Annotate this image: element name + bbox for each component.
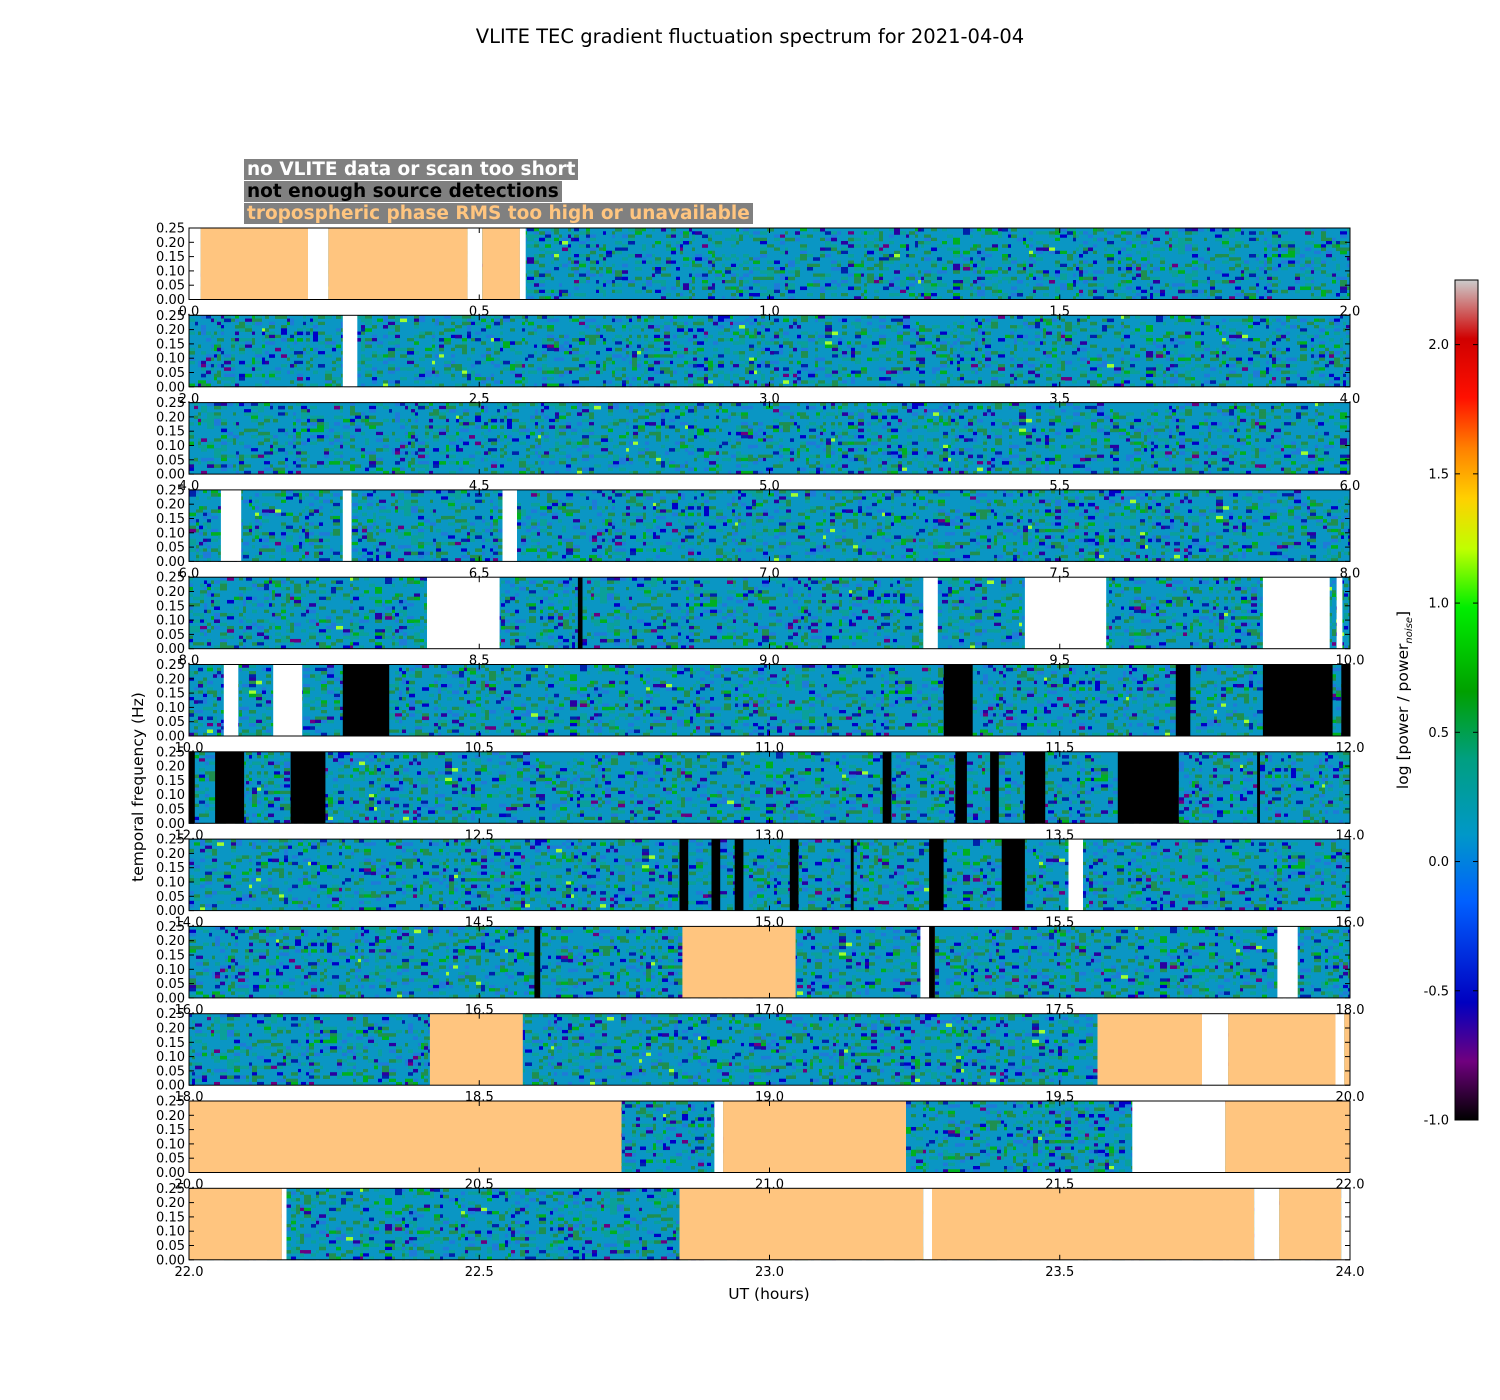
chart-title: VLITE TEC gradient fluctuation spectrum … bbox=[476, 25, 1024, 48]
spectrum-panel: 0.000.050.100.150.200.250.0 0.5 1.0 1.5 2.0 bbox=[156, 222, 1360, 320]
panels-group: 0.000.050.100.150.200.250.0 0.5 1.0 1.5 2.00… bbox=[156, 222, 1364, 1280]
